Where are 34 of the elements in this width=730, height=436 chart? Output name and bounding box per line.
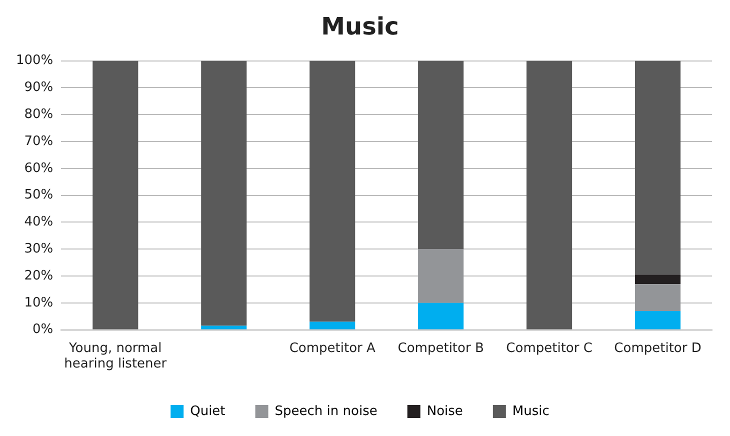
bar [418, 249, 464, 303]
bar [201, 326, 247, 330]
bar [201, 60, 247, 326]
x-tick-label: Competitor A [289, 340, 376, 356]
y-tick-label: 100% [16, 53, 54, 68]
bar [92, 60, 138, 330]
y-tick-label: 60% [24, 160, 54, 176]
bar [634, 274, 681, 284]
legend-label: Quiet [190, 404, 226, 419]
y-tick-label: 10% [24, 295, 54, 310]
y-tick-label: 40% [24, 214, 54, 230]
y-tick-label: 0% [32, 322, 54, 338]
x-tick-label: Young, normal hearing listener [64, 340, 168, 372]
bar [634, 284, 681, 311]
bar [634, 310, 681, 330]
y-tick-label: 80% [24, 106, 54, 122]
bar [418, 302, 464, 330]
y-tick-label: 70% [24, 134, 54, 149]
legend-label: Music [512, 404, 550, 419]
x-tick-label: Competitor D [614, 340, 702, 356]
bar [634, 60, 681, 275]
y-tick-label: 90% [24, 80, 54, 96]
legend-label: Speech in noise [274, 404, 378, 419]
bar [310, 60, 356, 322]
y-tick-label: 30% [24, 241, 54, 256]
bar [526, 60, 572, 330]
chart-title: Music [321, 12, 399, 41]
x-tick-label: Competitor B [398, 340, 484, 356]
y-tick-label: 50% [24, 188, 54, 203]
bar [310, 322, 356, 330]
y-tick-label: 20% [24, 268, 54, 284]
x-tick-label: Competitor C [506, 340, 592, 356]
bar [418, 60, 464, 250]
legend-label: Noise [426, 404, 463, 419]
